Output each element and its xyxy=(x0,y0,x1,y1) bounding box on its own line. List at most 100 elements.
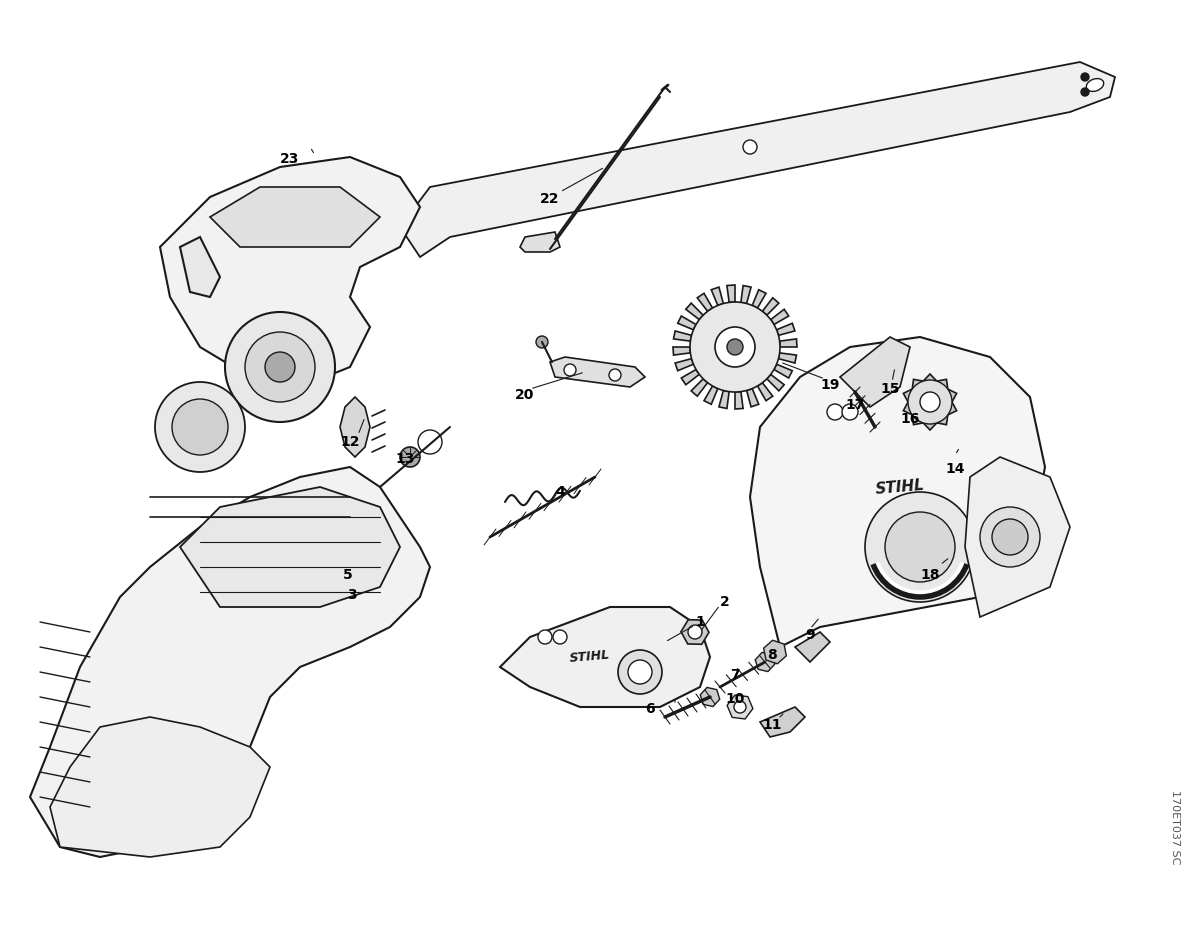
Circle shape xyxy=(172,399,228,455)
Ellipse shape xyxy=(1086,79,1104,92)
Polygon shape xyxy=(904,389,912,402)
Circle shape xyxy=(618,650,662,694)
Text: 4: 4 xyxy=(556,485,565,499)
Polygon shape xyxy=(500,607,710,707)
Polygon shape xyxy=(904,402,912,415)
Circle shape xyxy=(1081,73,1090,81)
Polygon shape xyxy=(678,316,696,330)
Circle shape xyxy=(226,312,335,422)
Polygon shape xyxy=(673,347,690,355)
Text: 7: 7 xyxy=(730,668,740,682)
Text: STIHL: STIHL xyxy=(569,649,611,665)
Polygon shape xyxy=(937,415,948,424)
Circle shape xyxy=(980,507,1040,567)
Polygon shape xyxy=(779,353,797,363)
Circle shape xyxy=(155,382,245,472)
Polygon shape xyxy=(686,303,703,319)
Polygon shape xyxy=(746,388,758,407)
Circle shape xyxy=(715,327,755,367)
Circle shape xyxy=(908,380,952,424)
Polygon shape xyxy=(923,374,937,381)
Text: 18: 18 xyxy=(920,568,940,582)
Circle shape xyxy=(418,430,442,454)
Circle shape xyxy=(743,140,757,154)
Text: 15: 15 xyxy=(881,382,900,396)
Polygon shape xyxy=(734,392,743,409)
Circle shape xyxy=(842,404,858,420)
Text: 9: 9 xyxy=(805,628,815,642)
Polygon shape xyxy=(682,369,700,384)
Polygon shape xyxy=(704,386,718,404)
Polygon shape xyxy=(752,290,766,308)
Polygon shape xyxy=(937,380,948,389)
Text: 8: 8 xyxy=(767,648,776,662)
Circle shape xyxy=(920,392,940,412)
Text: 20: 20 xyxy=(515,388,535,402)
Text: 5: 5 xyxy=(343,568,353,582)
Polygon shape xyxy=(912,380,923,389)
Circle shape xyxy=(400,447,420,467)
Polygon shape xyxy=(691,379,708,396)
Text: 17: 17 xyxy=(845,398,865,412)
Polygon shape xyxy=(50,717,270,857)
Polygon shape xyxy=(948,402,956,415)
Text: 14: 14 xyxy=(946,462,965,476)
Polygon shape xyxy=(965,457,1070,617)
Text: STIHL: STIHL xyxy=(875,477,925,496)
Circle shape xyxy=(884,512,955,582)
Text: 2: 2 xyxy=(720,595,730,609)
Polygon shape xyxy=(840,337,910,407)
Circle shape xyxy=(564,364,576,376)
Circle shape xyxy=(553,630,568,644)
Polygon shape xyxy=(767,374,784,391)
Text: 19: 19 xyxy=(821,378,840,392)
Polygon shape xyxy=(697,294,713,312)
Polygon shape xyxy=(740,286,751,304)
Text: 22: 22 xyxy=(540,192,559,206)
Polygon shape xyxy=(719,390,730,408)
Circle shape xyxy=(734,701,746,713)
Circle shape xyxy=(628,660,652,684)
Circle shape xyxy=(610,369,622,381)
Polygon shape xyxy=(770,310,788,325)
Polygon shape xyxy=(550,357,646,387)
Polygon shape xyxy=(776,323,794,335)
Polygon shape xyxy=(923,423,937,430)
Circle shape xyxy=(245,332,314,402)
Circle shape xyxy=(827,404,842,420)
Polygon shape xyxy=(210,187,380,247)
Text: 6: 6 xyxy=(646,702,655,716)
Polygon shape xyxy=(520,232,560,252)
Circle shape xyxy=(536,336,548,348)
Circle shape xyxy=(688,625,702,639)
Polygon shape xyxy=(160,157,420,387)
Polygon shape xyxy=(180,237,220,297)
Text: 12: 12 xyxy=(341,435,360,449)
Text: 13: 13 xyxy=(395,452,415,466)
Circle shape xyxy=(727,339,743,355)
Circle shape xyxy=(992,519,1028,555)
Circle shape xyxy=(1081,88,1090,96)
Circle shape xyxy=(690,302,780,392)
Polygon shape xyxy=(760,707,805,737)
Polygon shape xyxy=(30,467,430,857)
Polygon shape xyxy=(400,62,1115,257)
Polygon shape xyxy=(673,331,691,341)
Text: 11: 11 xyxy=(762,718,781,732)
Text: 3: 3 xyxy=(347,588,356,602)
Text: 170ET037 SC: 170ET037 SC xyxy=(1170,790,1180,865)
Polygon shape xyxy=(774,365,792,378)
Text: 10: 10 xyxy=(725,692,745,706)
Polygon shape xyxy=(948,389,956,402)
Polygon shape xyxy=(796,632,830,662)
Polygon shape xyxy=(762,297,779,315)
Circle shape xyxy=(538,630,552,644)
Text: 16: 16 xyxy=(900,412,919,426)
Text: 1: 1 xyxy=(695,615,704,629)
Circle shape xyxy=(367,559,383,575)
Polygon shape xyxy=(757,383,773,401)
Polygon shape xyxy=(912,415,923,424)
Text: 23: 23 xyxy=(281,152,300,166)
Polygon shape xyxy=(750,337,1045,647)
Polygon shape xyxy=(712,287,724,306)
